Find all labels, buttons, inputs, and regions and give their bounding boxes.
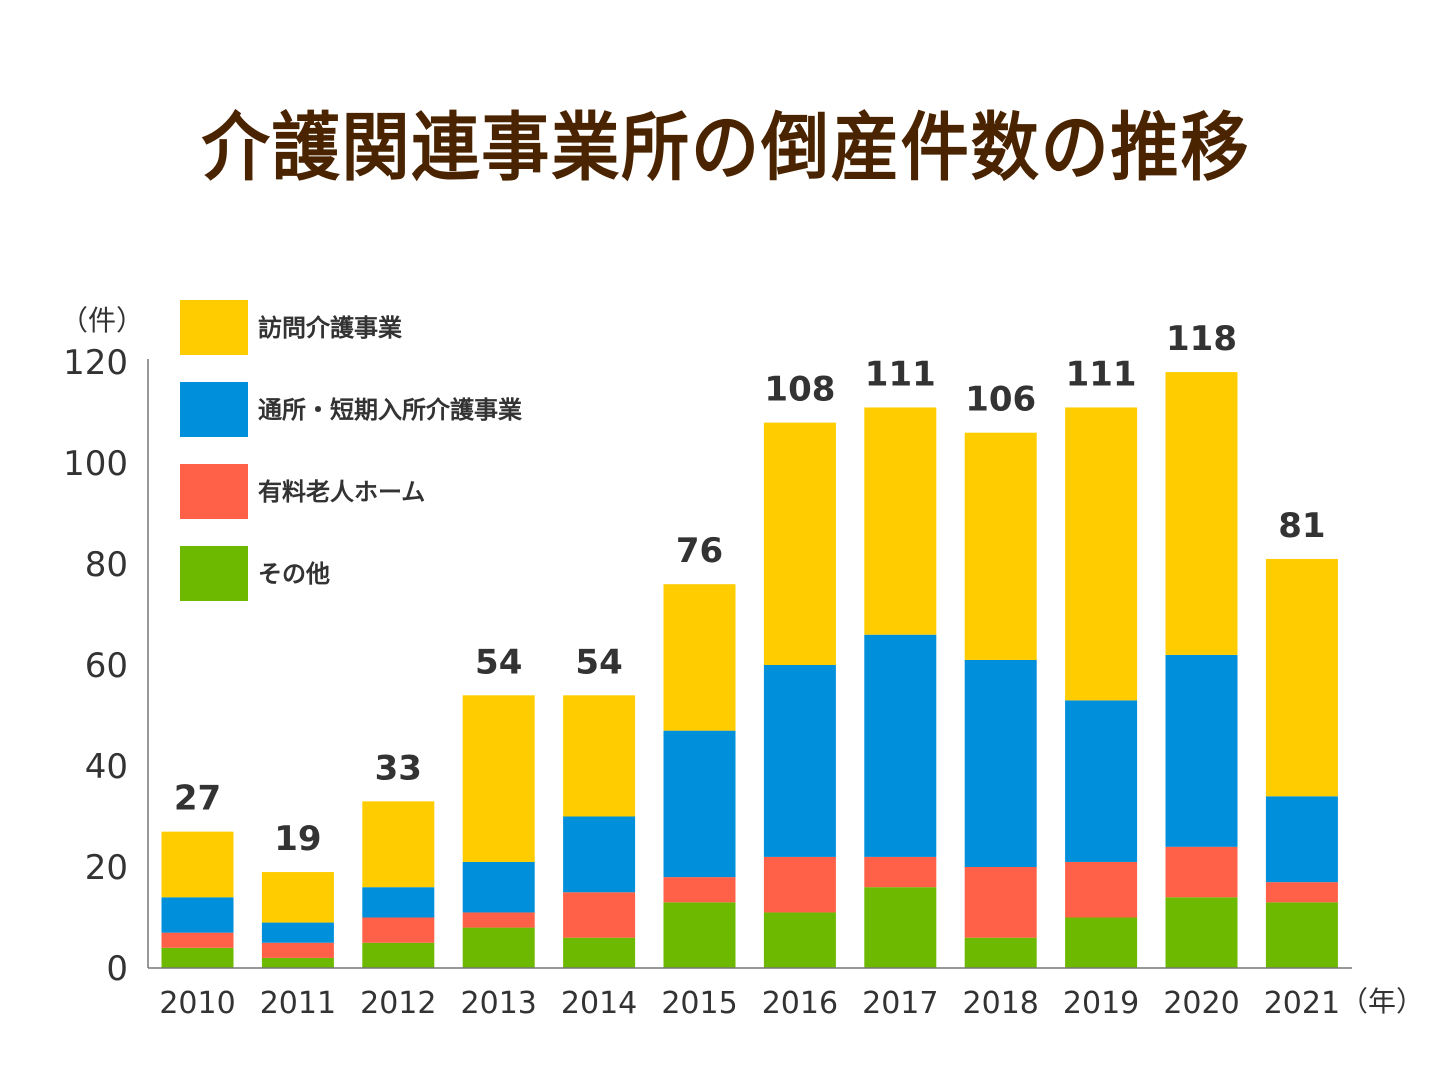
bar-segment [161, 947, 234, 968]
total-label: 54 [475, 642, 522, 682]
bar-segment [1265, 796, 1338, 883]
bar-segment [964, 659, 1037, 867]
y-tick-label: 100 [63, 444, 128, 484]
bar-segment [161, 932, 234, 948]
y-tick-label: 40 [85, 747, 128, 787]
x-tick-label: 2018 [963, 986, 1039, 1021]
bar-segment [1065, 700, 1138, 862]
y-axis: 0 20 40 60 80 100 120 （件） [60, 304, 149, 989]
bar-segment [261, 942, 334, 958]
bar-segment [563, 937, 636, 968]
y-tick-label: 0 [106, 949, 128, 989]
x-tick-label: 2012 [360, 986, 436, 1021]
total-labels: 27 19 33 54 54 76 108 111 106 111 118 81 [174, 319, 1326, 859]
y-tick-label: 120 [63, 343, 128, 383]
legend-label: 訪問介護事業 [258, 314, 402, 342]
bar-segment [462, 927, 535, 968]
bar-segment [1265, 558, 1338, 797]
bar-segment [261, 872, 334, 923]
bar-segment [1065, 861, 1138, 918]
x-tick-label: 2016 [762, 986, 838, 1021]
bar-segment [964, 867, 1037, 938]
bar-segment [663, 584, 736, 731]
x-tick-label: 2013 [461, 986, 537, 1021]
legend-swatch [180, 464, 248, 519]
x-axis-unit-label: （年） [1340, 985, 1424, 1018]
x-axis: 2010 2011 2012 2013 2014 2015 2016 2017 2018 2019… [148, 967, 1424, 1021]
bar-segment [1065, 407, 1138, 701]
x-tick-label: 2010 [159, 986, 235, 1021]
y-tick-label: 80 [85, 545, 128, 585]
bar-segment [1165, 372, 1238, 655]
legend-label: 通所・短期入所介護事業 [258, 396, 522, 424]
x-tick-label: 2015 [661, 986, 737, 1021]
total-label: 27 [174, 779, 221, 819]
total-label: 76 [676, 531, 723, 571]
x-tick-label: 2017 [862, 986, 938, 1021]
bar-segment [261, 922, 334, 943]
bar-segment [964, 937, 1037, 968]
bar-segment [1165, 846, 1238, 898]
bar-segment [1265, 902, 1338, 968]
bar-segment [763, 856, 836, 913]
x-tick-label: 2014 [561, 986, 637, 1021]
bar-segment [462, 912, 535, 928]
total-label: 111 [1066, 354, 1137, 394]
total-label: 19 [274, 819, 321, 859]
bar-segment [462, 695, 535, 862]
bar-segment [964, 432, 1037, 660]
bar-segment [261, 957, 334, 968]
y-axis-unit-label: （件） [60, 304, 144, 337]
bar-segment [864, 407, 937, 635]
x-tick-label: 2011 [260, 986, 336, 1021]
bar-segment [362, 887, 435, 918]
bar-segment [1265, 882, 1338, 903]
bar-segment [663, 730, 736, 878]
bar-segment [563, 816, 636, 893]
bar-segment [563, 695, 636, 817]
y-tick-label: 20 [85, 848, 128, 888]
bar-segment [763, 912, 836, 968]
total-label: 33 [375, 748, 422, 788]
bar-segment [161, 831, 234, 898]
x-tick-label: 2019 [1063, 986, 1139, 1021]
bar-segment [864, 856, 937, 888]
x-tick-label: 2020 [1163, 986, 1239, 1021]
chart-title: 介護関連事業所の倒産件数の推移 [201, 105, 1251, 191]
bar-segment [864, 887, 937, 968]
bar-segment [563, 892, 636, 938]
legend-label: 有料老人ホーム [258, 478, 425, 506]
bar-segment [1165, 654, 1238, 847]
bar-segment [1065, 917, 1138, 968]
bar-segment [864, 634, 937, 857]
y-tick-label: 60 [85, 646, 128, 686]
legend-label: その他 [258, 560, 330, 588]
total-label: 54 [575, 642, 622, 682]
bar-segment [362, 917, 435, 943]
legend-swatch [180, 382, 248, 437]
bar-segment [763, 422, 836, 665]
bar-segment [663, 877, 736, 903]
bar-segment [1165, 897, 1238, 968]
bar-segment [362, 942, 435, 968]
bar-segment [663, 902, 736, 968]
total-label: 108 [764, 370, 835, 410]
bar-segment [462, 861, 535, 913]
bar-segment [362, 801, 435, 888]
total-label: 118 [1166, 319, 1237, 359]
total-label: 106 [965, 380, 1036, 420]
legend-swatch [180, 300, 248, 355]
x-tick-label: 2021 [1264, 986, 1340, 1021]
total-label: 81 [1278, 506, 1325, 546]
bar-segment [763, 665, 836, 857]
bars [161, 372, 1338, 968]
legend-swatch [180, 546, 248, 601]
total-label: 111 [865, 354, 936, 394]
bar-segment [161, 897, 234, 933]
